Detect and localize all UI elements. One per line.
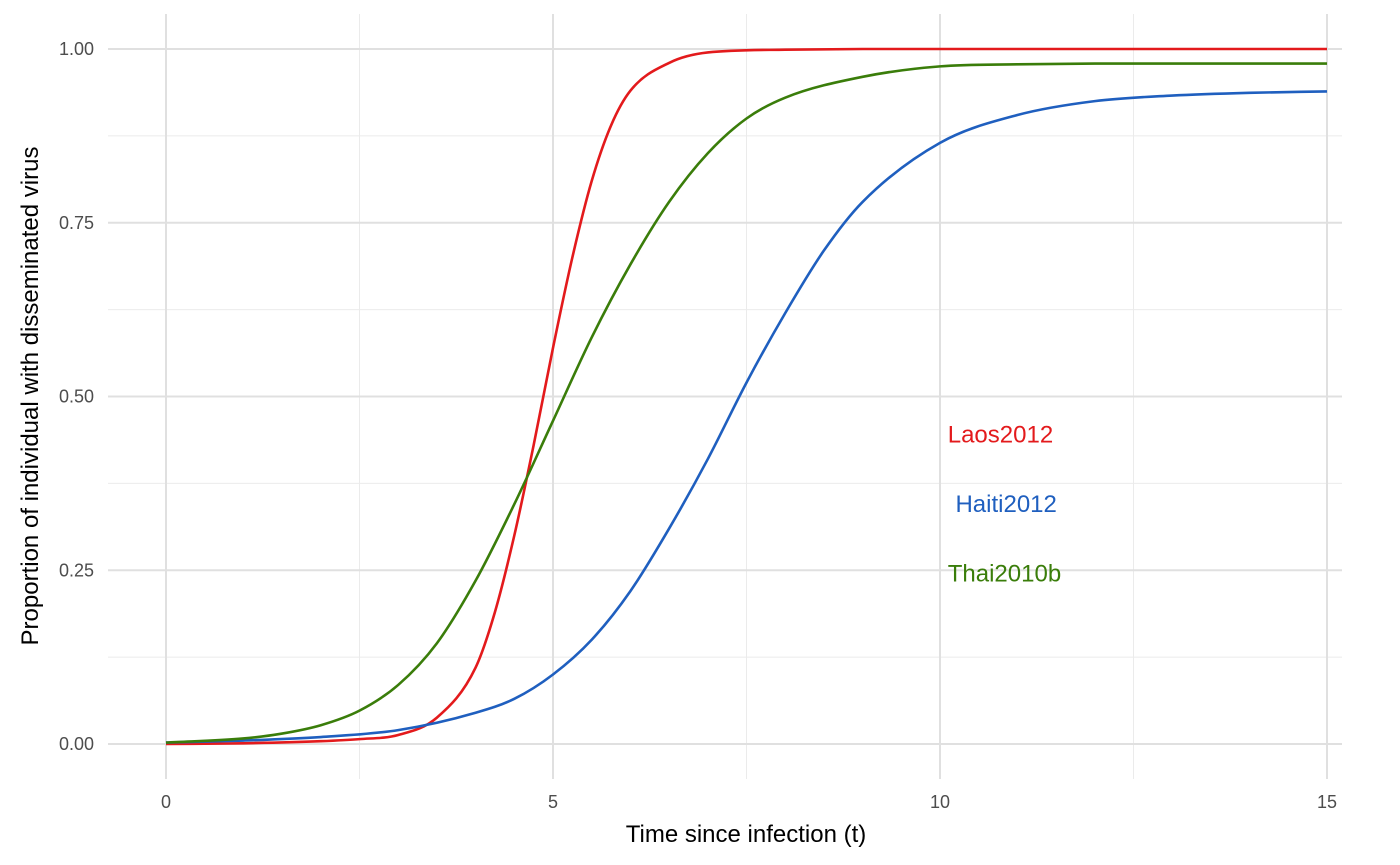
- series-layer: [165, 47, 1328, 746]
- tick-label-layer: 0 5 10 15 0.00 0.25 0.50 0.75 1.00: [59, 39, 1337, 812]
- x-axis-title: Time since infection (t): [626, 821, 867, 848]
- series-label-thai2010b: Thai2010b: [948, 561, 1061, 588]
- grid-layer: [108, 14, 1342, 779]
- series-line-haiti2012: [165, 90, 1328, 744]
- x-tick-label-2: 10: [930, 792, 950, 812]
- series-label-layer: Laos2012 Haiti2012 Thai2010b: [948, 422, 1061, 588]
- x-tick-label-0: 0: [161, 792, 171, 812]
- y-tick-label-2: 0.50: [59, 387, 94, 407]
- y-tick-label-4: 1.00: [59, 39, 94, 59]
- x-tick-label-1: 5: [548, 792, 558, 812]
- series-line-laos2012: [165, 47, 1327, 746]
- x-tick-label-3: 15: [1317, 792, 1337, 812]
- y-axis-title: Proportion of individual with disseminat…: [17, 147, 44, 646]
- series-line-thai2010b: [165, 62, 1327, 744]
- y-tick-label-3: 0.75: [59, 213, 94, 233]
- series-label-laos2012: Laos2012: [948, 422, 1053, 449]
- y-tick-label-1: 0.25: [59, 560, 94, 580]
- series-label-haiti2012: Haiti2012: [955, 491, 1056, 518]
- y-tick-label-0: 0.00: [59, 734, 94, 754]
